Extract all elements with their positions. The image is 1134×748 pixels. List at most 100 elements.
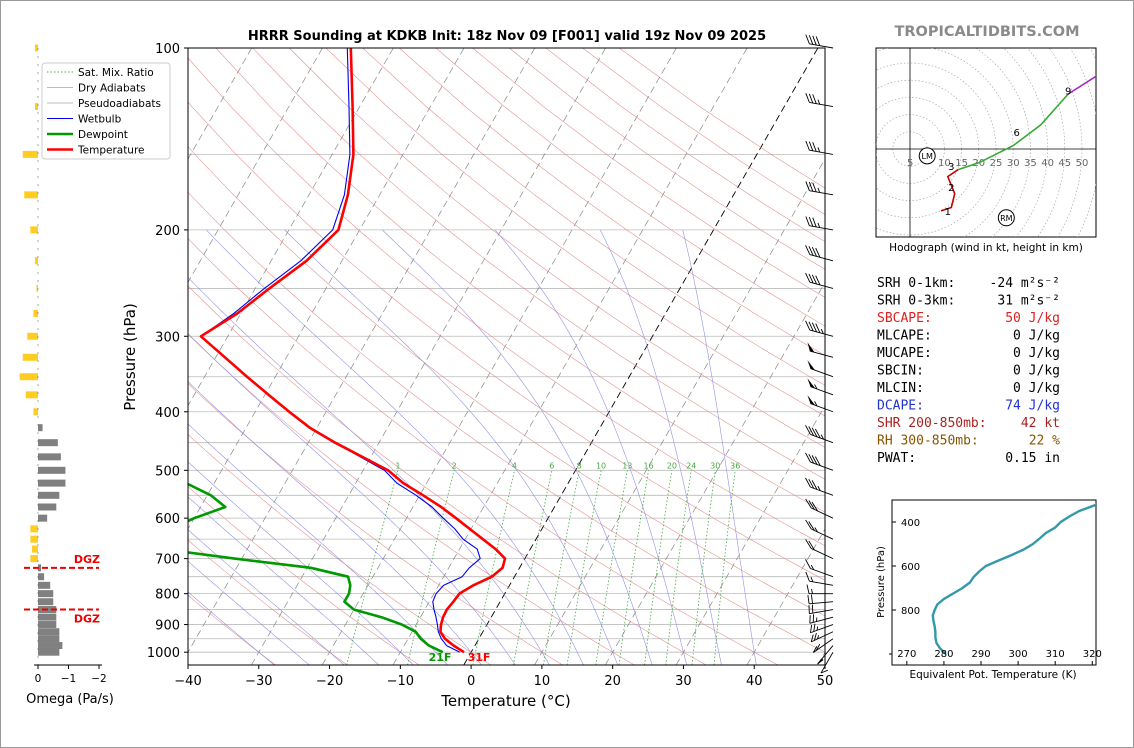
mixing-ratio-line: [407, 470, 455, 665]
mixing-ratio-line: [543, 470, 580, 665]
y-tick-label: 1000: [147, 646, 180, 661]
omega-bar: [38, 590, 54, 598]
barb-flag: [811, 455, 818, 465]
omega-x-tick-label: −1: [61, 673, 76, 685]
barb-flag: [810, 594, 814, 604]
barb-staff: [809, 601, 834, 605]
dry-adiabat: [188, 434, 492, 665]
wetbulb-line: [200, 48, 481, 653]
barb-pennant: [807, 378, 816, 389]
mixing-ratio-line: [472, 470, 515, 665]
omega-bar: [30, 525, 38, 533]
pseudoadiabat: [494, 229, 687, 665]
legend-entry: Wetbulb: [78, 114, 122, 126]
omega-bar: [19, 373, 38, 381]
omega-bar: [38, 635, 60, 643]
barb-flag: [813, 632, 817, 641]
wind-barb: [805, 425, 834, 444]
stat-label: SBCAPE:: [877, 311, 932, 326]
wind-barb: [807, 594, 834, 605]
barb-pennant: [807, 395, 816, 406]
pseudoadiabat: [206, 229, 584, 665]
barb-half-flag: [816, 626, 819, 631]
wind-barb: [805, 245, 834, 262]
theta-e-x-tick-label: 280: [934, 649, 953, 660]
hodograph-trace: [1110, 32, 1134, 101]
barb-half-flag: [817, 635, 820, 640]
pseudoadiabat: [188, 423, 448, 665]
barb-flag: [808, 321, 814, 332]
barb-flag: [808, 521, 815, 531]
mixing-ratio-label: 10: [596, 461, 606, 470]
barb-staff: [810, 434, 834, 444]
skewt-x-axis-label: Temperature (°C): [440, 692, 570, 710]
stat-value: 0 J/kg: [1013, 346, 1060, 361]
barb-staff: [820, 651, 834, 674]
pseudoadiabat: [188, 333, 516, 665]
y-tick-label: 600: [155, 512, 180, 527]
barb-staff: [810, 568, 834, 578]
stat-value: 0 J/kg: [1013, 364, 1060, 379]
legend-entry: Dry Adiabats: [78, 83, 146, 95]
y-tick-label: 900: [155, 619, 180, 634]
theta-e-panel: 270 280 290 300 310 320 400 600 800 Equivalent P…: [876, 499, 1102, 681]
hodograph-ring-label: 40: [1041, 158, 1054, 169]
x-tick-label: 0: [467, 674, 475, 689]
wind-barb: [805, 539, 834, 560]
pseudoadiabat: [188, 277, 550, 665]
mixing-ratio-line: [346, 470, 399, 665]
stat-value: -24 m²s⁻²: [990, 276, 1060, 291]
isotherm: [188, 48, 536, 653]
wind-barb: [805, 320, 834, 337]
barb-flag: [808, 93, 814, 104]
wind-barb: [812, 638, 834, 653]
dgz-label: DGZ: [74, 613, 100, 626]
omega-bar: [27, 332, 38, 340]
y-tick-label: 500: [155, 464, 180, 479]
y-tick-label: 300: [155, 330, 180, 345]
hodograph-height-label: 3: [948, 162, 954, 173]
dry-adiabat: [252, 48, 825, 480]
omega-bar: [38, 642, 63, 650]
barb-flag: [808, 216, 814, 227]
stat-value: 74 J/kg: [1005, 399, 1060, 414]
barb-flag: [808, 453, 815, 464]
pseudoadiabat: [599, 229, 722, 665]
barb-half-flag: [810, 564, 815, 570]
barb-flag: [805, 181, 810, 191]
dry-adiabat: [325, 48, 825, 417]
wind-barb: [810, 623, 834, 634]
stat-label: MLCIN:: [877, 381, 924, 396]
storm-motion-marker: [997, 209, 1015, 227]
barb-flag: [805, 498, 812, 509]
hodograph-trace: [957, 93, 1069, 171]
wind-barb: [817, 645, 834, 665]
dry-adiabat: [472, 48, 825, 298]
wind-barb: [806, 584, 833, 595]
barb-staff: [809, 225, 834, 231]
omega-bar: [34, 103, 38, 111]
barb-flag: [815, 36, 821, 46]
mixing-ratio-label: 36: [730, 461, 740, 470]
omega-bar: [34, 44, 38, 52]
barb-flag: [812, 646, 818, 653]
barb-flag: [805, 477, 811, 488]
wind-barb: [810, 631, 834, 643]
barb-staff: [809, 329, 834, 337]
wind-barb: [805, 571, 834, 586]
y-tick-label: 100: [155, 42, 180, 57]
isotherm-zero: [463, 48, 819, 665]
wind-barbs: [805, 34, 834, 674]
stat-value: 42 kt: [1021, 416, 1060, 431]
surface-temperature-label: 31F: [468, 651, 491, 664]
omega-bar: [30, 226, 38, 234]
pseudoadiabat: [188, 591, 275, 665]
storm-motion-label: RM: [1000, 214, 1013, 223]
pseudoadiabat: [188, 461, 414, 665]
barb-flag: [814, 456, 821, 466]
barb-pennant: [807, 342, 815, 353]
omega-bar: [38, 613, 57, 621]
barb-flag: [811, 322, 817, 333]
wind-barb: [805, 181, 834, 196]
stat-label: SBCIN:: [877, 364, 924, 379]
